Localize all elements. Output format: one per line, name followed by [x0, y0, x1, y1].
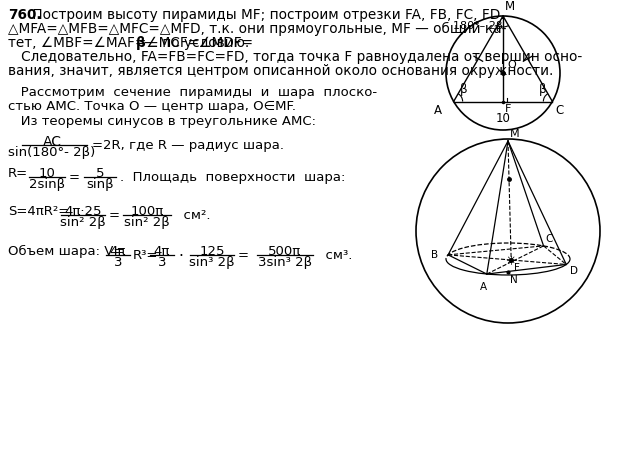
Text: вания, значит, является центром описанной около основания окружности.: вания, значит, является центром описанно…	[8, 64, 553, 78]
Text: sin³ 2β: sin³ 2β	[189, 256, 235, 269]
Text: Следовательно, FA=FB=FC=FD, тогда точка F равноудалена от вершин осно-: Следовательно, FA=FB=FC=FD, тогда точка …	[8, 50, 582, 64]
Text: см³.: см³.	[317, 249, 352, 262]
Text: 3: 3	[114, 256, 123, 269]
Text: β: β	[135, 36, 145, 50]
Text: sin² 2β: sin² 2β	[124, 216, 170, 229]
Text: 125: 125	[199, 245, 225, 258]
Text: =: =	[69, 171, 80, 184]
Text: =: =	[109, 209, 120, 222]
Text: ·: ·	[178, 249, 183, 264]
Text: C: C	[545, 234, 553, 244]
Text: A: A	[434, 104, 441, 117]
Text: 4π: 4π	[110, 245, 126, 258]
Text: 5: 5	[96, 167, 104, 180]
Text: 3: 3	[157, 256, 166, 269]
Text: sin(180°- 2β): sin(180°- 2β)	[8, 146, 96, 159]
Text: AC: AC	[43, 135, 62, 149]
Text: 10: 10	[495, 112, 511, 125]
Text: 3sin³ 2β: 3sin³ 2β	[258, 256, 312, 269]
Text: =: =	[238, 249, 249, 262]
Text: тет, ∠MBF=∠MAF=∠MCF=∠MDF=: тет, ∠MBF=∠MAF=∠MCF=∠MDF=	[8, 36, 253, 50]
Text: Рассмотрим  сечение  пирамиды  и  шара  плоско-: Рассмотрим сечение пирамиды и шара плоск…	[8, 86, 377, 99]
Text: C: C	[556, 104, 564, 117]
Text: B: B	[431, 250, 438, 260]
Text: стью AMC. Точка O — центр шара, O∈MF.: стью AMC. Точка O — центр шара, O∈MF.	[8, 100, 296, 113]
Text: sin² 2β: sin² 2β	[60, 216, 106, 229]
Text: 4π: 4π	[154, 245, 170, 258]
Text: см².: см².	[175, 209, 210, 222]
Text: A: A	[480, 282, 487, 292]
Text: 760.: 760.	[8, 8, 41, 22]
Text: β: β	[538, 83, 546, 96]
Text: Из теоремы синусов в треугольнике AMC:: Из теоремы синусов в треугольнике AMC:	[8, 115, 316, 128]
Text: .  Площадь  поверхности  шара:: . Площадь поверхности шара:	[120, 171, 345, 184]
Text: 500π: 500π	[269, 245, 302, 258]
Text: 10: 10	[39, 167, 55, 180]
Text: D: D	[570, 267, 578, 276]
Text: — по условию.: — по условию.	[140, 36, 250, 50]
Text: N: N	[510, 275, 518, 285]
Text: 100π: 100π	[130, 205, 164, 218]
Text: O: O	[507, 60, 516, 70]
Text: R³=: R³=	[133, 249, 158, 262]
Text: 4π·25: 4π·25	[64, 205, 102, 218]
Text: M: M	[505, 0, 515, 13]
Text: β: β	[460, 83, 467, 96]
Text: S=4πR²=: S=4πR²=	[8, 205, 69, 218]
Text: =2R, где R — радиус шара.: =2R, где R — радиус шара.	[92, 139, 284, 152]
Text: F: F	[505, 105, 511, 114]
Text: △MFA=△MFB=△MFC=△MFD, т.к. они прямоугольные, MF — общий ка-: △MFA=△MFB=△MFC=△MFD, т.к. они прямоуголь…	[8, 22, 507, 36]
Text: sinβ: sinβ	[86, 178, 114, 191]
Text: Построим высоту пирамиды MF; построим отрезки FA, FB, FC, FD.: Построим высоту пирамиды MF; построим от…	[29, 8, 505, 22]
Text: R=: R=	[8, 167, 28, 180]
Text: 2sinβ: 2sinβ	[29, 178, 65, 191]
Text: F: F	[514, 263, 520, 273]
Text: 180°– 2β: 180°– 2β	[453, 21, 503, 31]
Text: Объем шара: V=: Объем шара: V=	[8, 245, 124, 258]
Text: M: M	[510, 129, 519, 139]
